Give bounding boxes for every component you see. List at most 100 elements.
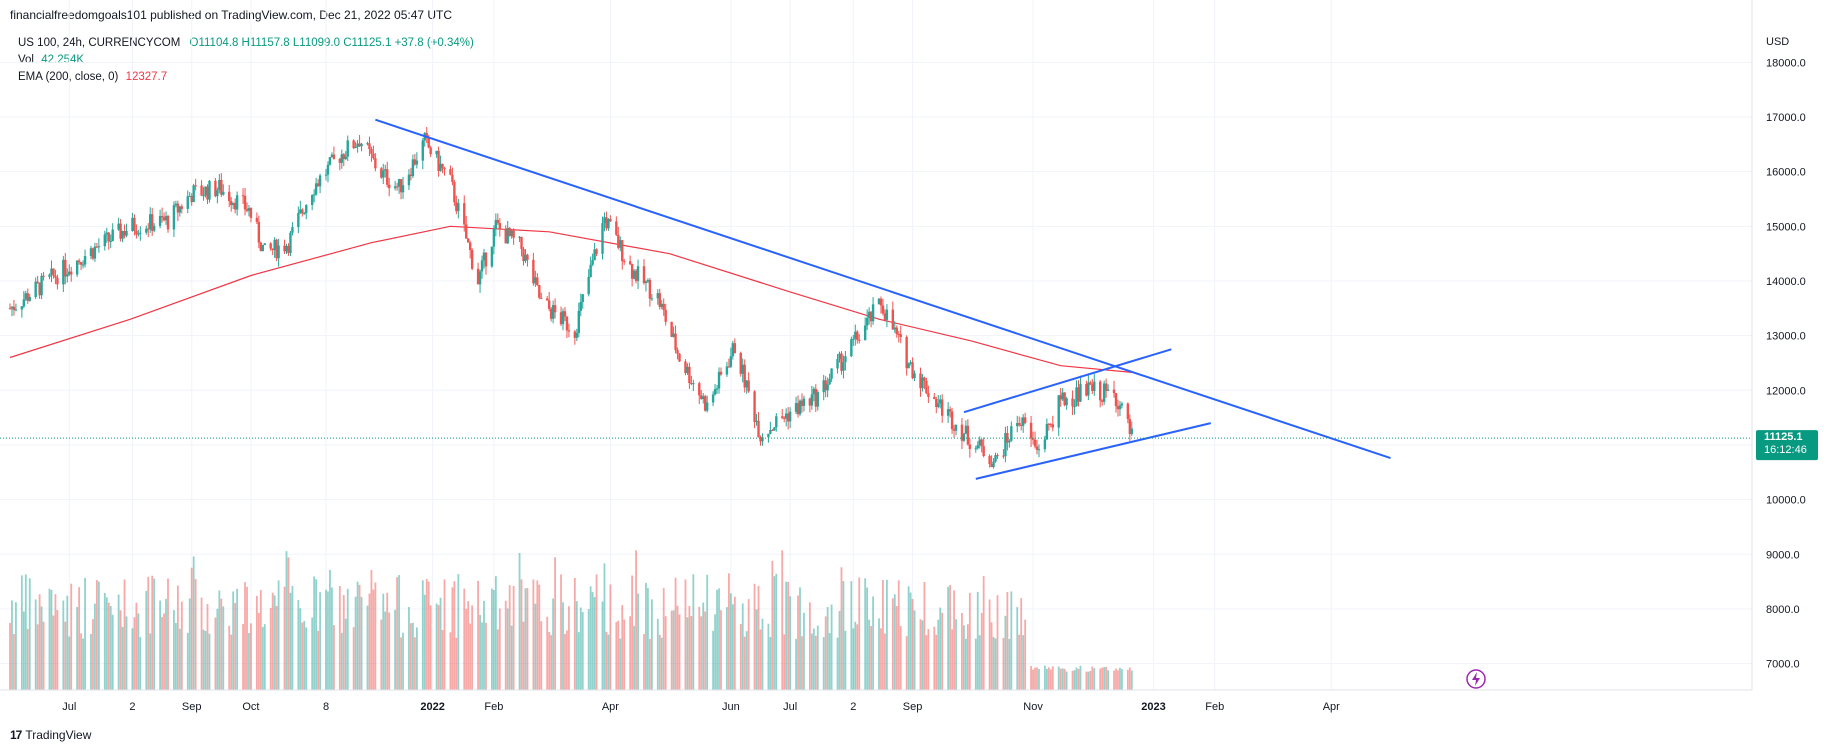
candle-body: [524, 254, 527, 262]
volume-bar: [775, 573, 778, 690]
volume-bar: [816, 625, 819, 690]
volume-bar: [107, 602, 110, 690]
trendline-channel-lower[interactable]: [975, 422, 1212, 480]
volume-bar: [325, 589, 327, 690]
volume-bar: [828, 633, 831, 690]
candle-body: [844, 356, 847, 363]
volume-bar: [259, 590, 262, 690]
candle-body: [553, 305, 557, 313]
candlesticks: [8, 127, 1133, 469]
volume-bar: [94, 603, 96, 690]
candle-body: [757, 420, 760, 438]
candle-body: [822, 380, 825, 393]
footer-brand[interactable]: 17 TradingView: [10, 728, 91, 742]
legend-symbol: US 100, 24h, CURRENCYCOM: [18, 37, 181, 49]
candle-body: [816, 392, 819, 407]
y-tick-label: 15000.0: [1766, 221, 1806, 233]
candle-body: [123, 230, 126, 236]
candle-body: [152, 225, 156, 231]
volume-bar: [317, 630, 319, 690]
candle-body: [393, 186, 397, 189]
volume-bar: [773, 576, 776, 690]
volume-bar: [342, 595, 345, 690]
candle-body: [759, 437, 762, 442]
volume-bar: [1010, 591, 1013, 690]
volume-bar: [650, 599, 653, 690]
candle-body: [374, 158, 377, 169]
candle-body: [644, 281, 648, 284]
candle-body: [299, 209, 302, 213]
candle-body: [340, 154, 343, 163]
volume-bar: [660, 637, 663, 690]
candle-body: [1049, 424, 1053, 426]
volume-bar: [477, 580, 479, 690]
candle-body: [494, 219, 498, 229]
candle-body: [230, 201, 233, 206]
candle-body: [415, 160, 419, 165]
candle-body: [1020, 424, 1023, 426]
candle-body: [717, 371, 721, 389]
volume-bar: [109, 606, 112, 690]
candle-body: [808, 398, 812, 406]
volume-bar: [868, 619, 871, 690]
candle-body: [332, 154, 336, 159]
volume-bar: [38, 594, 41, 690]
volume-bar: [449, 632, 452, 690]
volume-bar: [939, 607, 942, 690]
volume-bar: [70, 583, 73, 690]
y-tick-label: 14000.0: [1766, 276, 1806, 288]
volume-bar: [263, 624, 266, 690]
candle-body: [1075, 387, 1078, 407]
x-tick-label: Sep: [903, 701, 923, 713]
candle-body: [105, 232, 108, 235]
candle-body: [536, 277, 539, 286]
flash-icon[interactable]: [1466, 669, 1486, 689]
candle-body: [1087, 382, 1090, 396]
volume-bar: [214, 617, 217, 690]
candle-body: [567, 330, 571, 332]
candle-body: [1114, 393, 1118, 407]
candle-body: [632, 270, 636, 279]
y-tick-label: 16000.0: [1766, 167, 1806, 179]
candle-body: [607, 218, 610, 229]
candle-body: [467, 238, 470, 243]
volume-bar: [1024, 619, 1027, 690]
candle-body: [692, 383, 695, 385]
candle-body: [1037, 449, 1041, 451]
candle-body: [220, 179, 223, 195]
candle-body: [589, 264, 592, 277]
candle-body: [587, 276, 590, 295]
volume-bar: [854, 621, 857, 690]
volume-bar: [92, 619, 94, 690]
candle-body: [151, 214, 154, 231]
x-tick-label: Feb: [1205, 701, 1224, 713]
price-axis[interactable]: 18000.0 17000.0 16000.0 15000.0 14000.0 13000…: [1751, 0, 1806, 690]
volume-bar: [427, 581, 430, 690]
candle-body: [741, 364, 744, 374]
candle-body: [451, 174, 454, 182]
candle-body: [346, 140, 349, 157]
candle-body: [551, 305, 555, 319]
trendline-channel-upper[interactable]: [963, 348, 1172, 414]
candle-body: [287, 245, 290, 254]
trend-lines[interactable]: [375, 118, 1391, 480]
volume-bar: [338, 585, 341, 690]
candle-body: [358, 143, 361, 147]
candle-body: [704, 396, 707, 411]
volume-bar: [712, 630, 714, 690]
candle-body: [615, 221, 618, 235]
volume-bar: [190, 567, 193, 690]
candle-body: [318, 175, 322, 187]
time-axis[interactable]: Jul 2 Sep Oct 8 2022 Feb Apr Jun Jul 2 Sep Nov 2023 Fe…: [0, 689, 1752, 713]
volume-bars: [9, 550, 1133, 690]
volume-bar: [1018, 634, 1021, 690]
volume-bar: [591, 592, 594, 690]
trendline-downtrend[interactable]: [375, 118, 1391, 460]
candle-body: [121, 230, 124, 239]
candle-body: [883, 313, 887, 320]
volume-bar: [579, 607, 582, 690]
candle-body: [1045, 423, 1049, 440]
volume-bar: [747, 599, 750, 690]
volume-bar: [822, 637, 825, 690]
